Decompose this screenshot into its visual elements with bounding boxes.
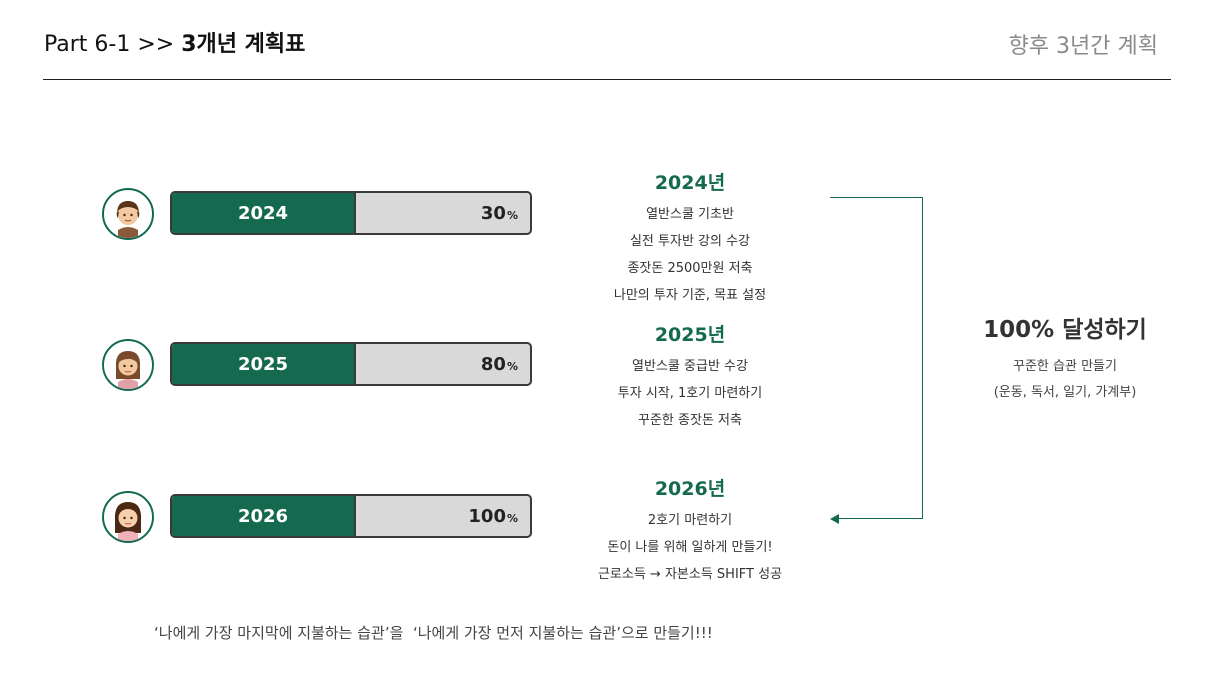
bracket-line-bottom [838, 518, 923, 519]
title-bold: 3개년 계획표 [181, 32, 306, 57]
header-divider [43, 79, 1171, 80]
plan-item: 근로소득 → 자본소득 SHIFT 성공 [597, 567, 783, 582]
progress-year: 2025 [237, 353, 289, 375]
progress-year: 2026 [237, 505, 289, 527]
progress-bar-2025: 2025 80% [170, 342, 532, 386]
progress-percent: 100% [468, 496, 518, 536]
plan-year: 2024년 [654, 172, 726, 194]
progress-fill [172, 344, 356, 384]
plan-year: 2026년 [654, 478, 726, 500]
progress-bar-2026: 2026 100% [170, 494, 532, 538]
plan-2026: 2026년 2호기 마련하기 돈이 나를 위해 일하게 만들기! 근로소득 → … [560, 474, 820, 588]
avatar-woman-icon [102, 339, 154, 391]
percent-value: 100 [468, 505, 506, 527]
arrow-left-icon [830, 514, 839, 524]
percent-unit: % [506, 359, 518, 373]
header-subtitle: 향후 3년간 계획 [1008, 34, 1158, 59]
footer-quote: ‘나에게 가장 마지막에 지불하는 습관’을 ‘나에게 가장 먼저 지불하는 습… [154, 624, 713, 642]
plan-year: 2025년 [654, 324, 726, 346]
plan-item: 열반스쿨 기초반 [646, 207, 734, 222]
progress-bar-2024: 2024 30% [170, 191, 532, 235]
goal-line: 꾸준한 습관 만들기 [1013, 359, 1117, 374]
plan-2025: 2025년 열반스쿨 중급반 수강 투자 시작, 1호기 마련하기 꾸준한 종잣… [560, 320, 820, 434]
percent-unit: % [506, 208, 518, 222]
plan-item: 종잣돈 2500만원 저축 [627, 261, 753, 276]
title-prefix: Part 6-1 >> [44, 32, 182, 57]
goal-title: 100% 달성하기 [983, 317, 1147, 343]
plan-item: 꾸준한 종잣돈 저축 [638, 413, 742, 428]
plan-item: 돈이 나를 위해 일하게 만들기! [607, 540, 773, 555]
progress-year: 2024 [237, 202, 289, 224]
plan-2024: 2024년 열반스쿨 기초반 실전 투자반 강의 수강 종잣돈 2500만원 저… [560, 168, 820, 309]
plan-item: 투자 시작, 1호기 마련하기 [617, 386, 763, 401]
goal-line: (운동, 독서, 일기, 가계부) [993, 385, 1137, 400]
plan-item: 2호기 마련하기 [647, 513, 733, 528]
bracket-line-top [830, 197, 923, 198]
plan-item: 열반스쿨 중급반 수강 [632, 359, 748, 374]
avatar-girl-icon [102, 491, 154, 543]
avatar-boy-icon [102, 188, 154, 240]
plan-item: 나만의 투자 기준, 목표 설정 [613, 288, 767, 303]
progress-percent: 30% [481, 193, 518, 233]
plan-item: 실전 투자반 강의 수강 [629, 234, 751, 249]
progress-fill [172, 496, 356, 536]
progress-percent: 80% [481, 344, 518, 384]
page-title: Part 6-1 >> 3개년 계획표 [44, 26, 305, 58]
goal-block: 100% 달성하기 꾸준한 습관 만들기 (운동, 독서, 일기, 가계부) [960, 310, 1170, 406]
percent-value: 80 [480, 353, 506, 375]
percent-unit: % [506, 511, 518, 525]
progress-fill [172, 193, 356, 233]
percent-value: 30 [480, 202, 506, 224]
bracket-line-vertical [922, 197, 923, 519]
